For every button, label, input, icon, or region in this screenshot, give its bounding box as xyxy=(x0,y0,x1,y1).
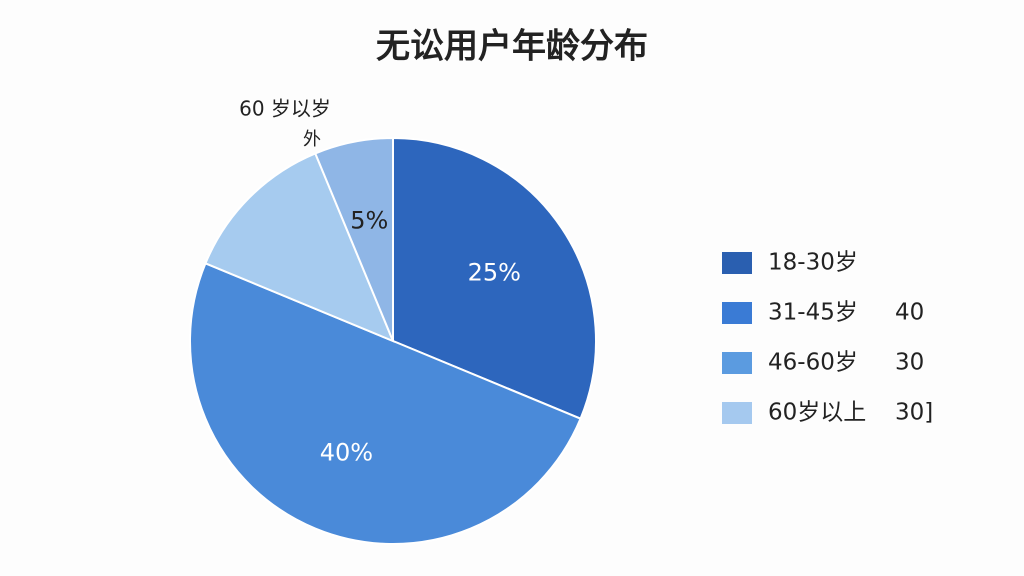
legend-note: 40 xyxy=(895,300,924,326)
pie-slice xyxy=(204,152,395,343)
pie-slice xyxy=(392,136,597,420)
legend-label: 18-30岁 xyxy=(768,250,858,276)
legend-label: 31-45岁 xyxy=(768,300,858,326)
chart-title: 无讼用户年龄分布 xyxy=(376,27,648,67)
pie-slice xyxy=(189,262,582,545)
slice-label: 5% xyxy=(350,207,388,235)
legend-label: 46-60岁 xyxy=(768,350,858,376)
annotation: 60 岁以岁 xyxy=(239,97,331,121)
legend-swatch xyxy=(722,352,752,374)
pie-slice xyxy=(314,136,394,342)
legend-swatch xyxy=(722,402,752,424)
slice-label: 25% xyxy=(468,258,521,286)
legend-note: 30] xyxy=(895,400,933,426)
legend-note: 30 xyxy=(895,350,924,376)
slice-label: 40% xyxy=(320,439,373,467)
annotation: 外 xyxy=(303,129,321,150)
legend-swatch xyxy=(722,302,752,324)
legend-label: 60岁以上 xyxy=(768,400,866,426)
legend-swatch xyxy=(722,252,752,274)
